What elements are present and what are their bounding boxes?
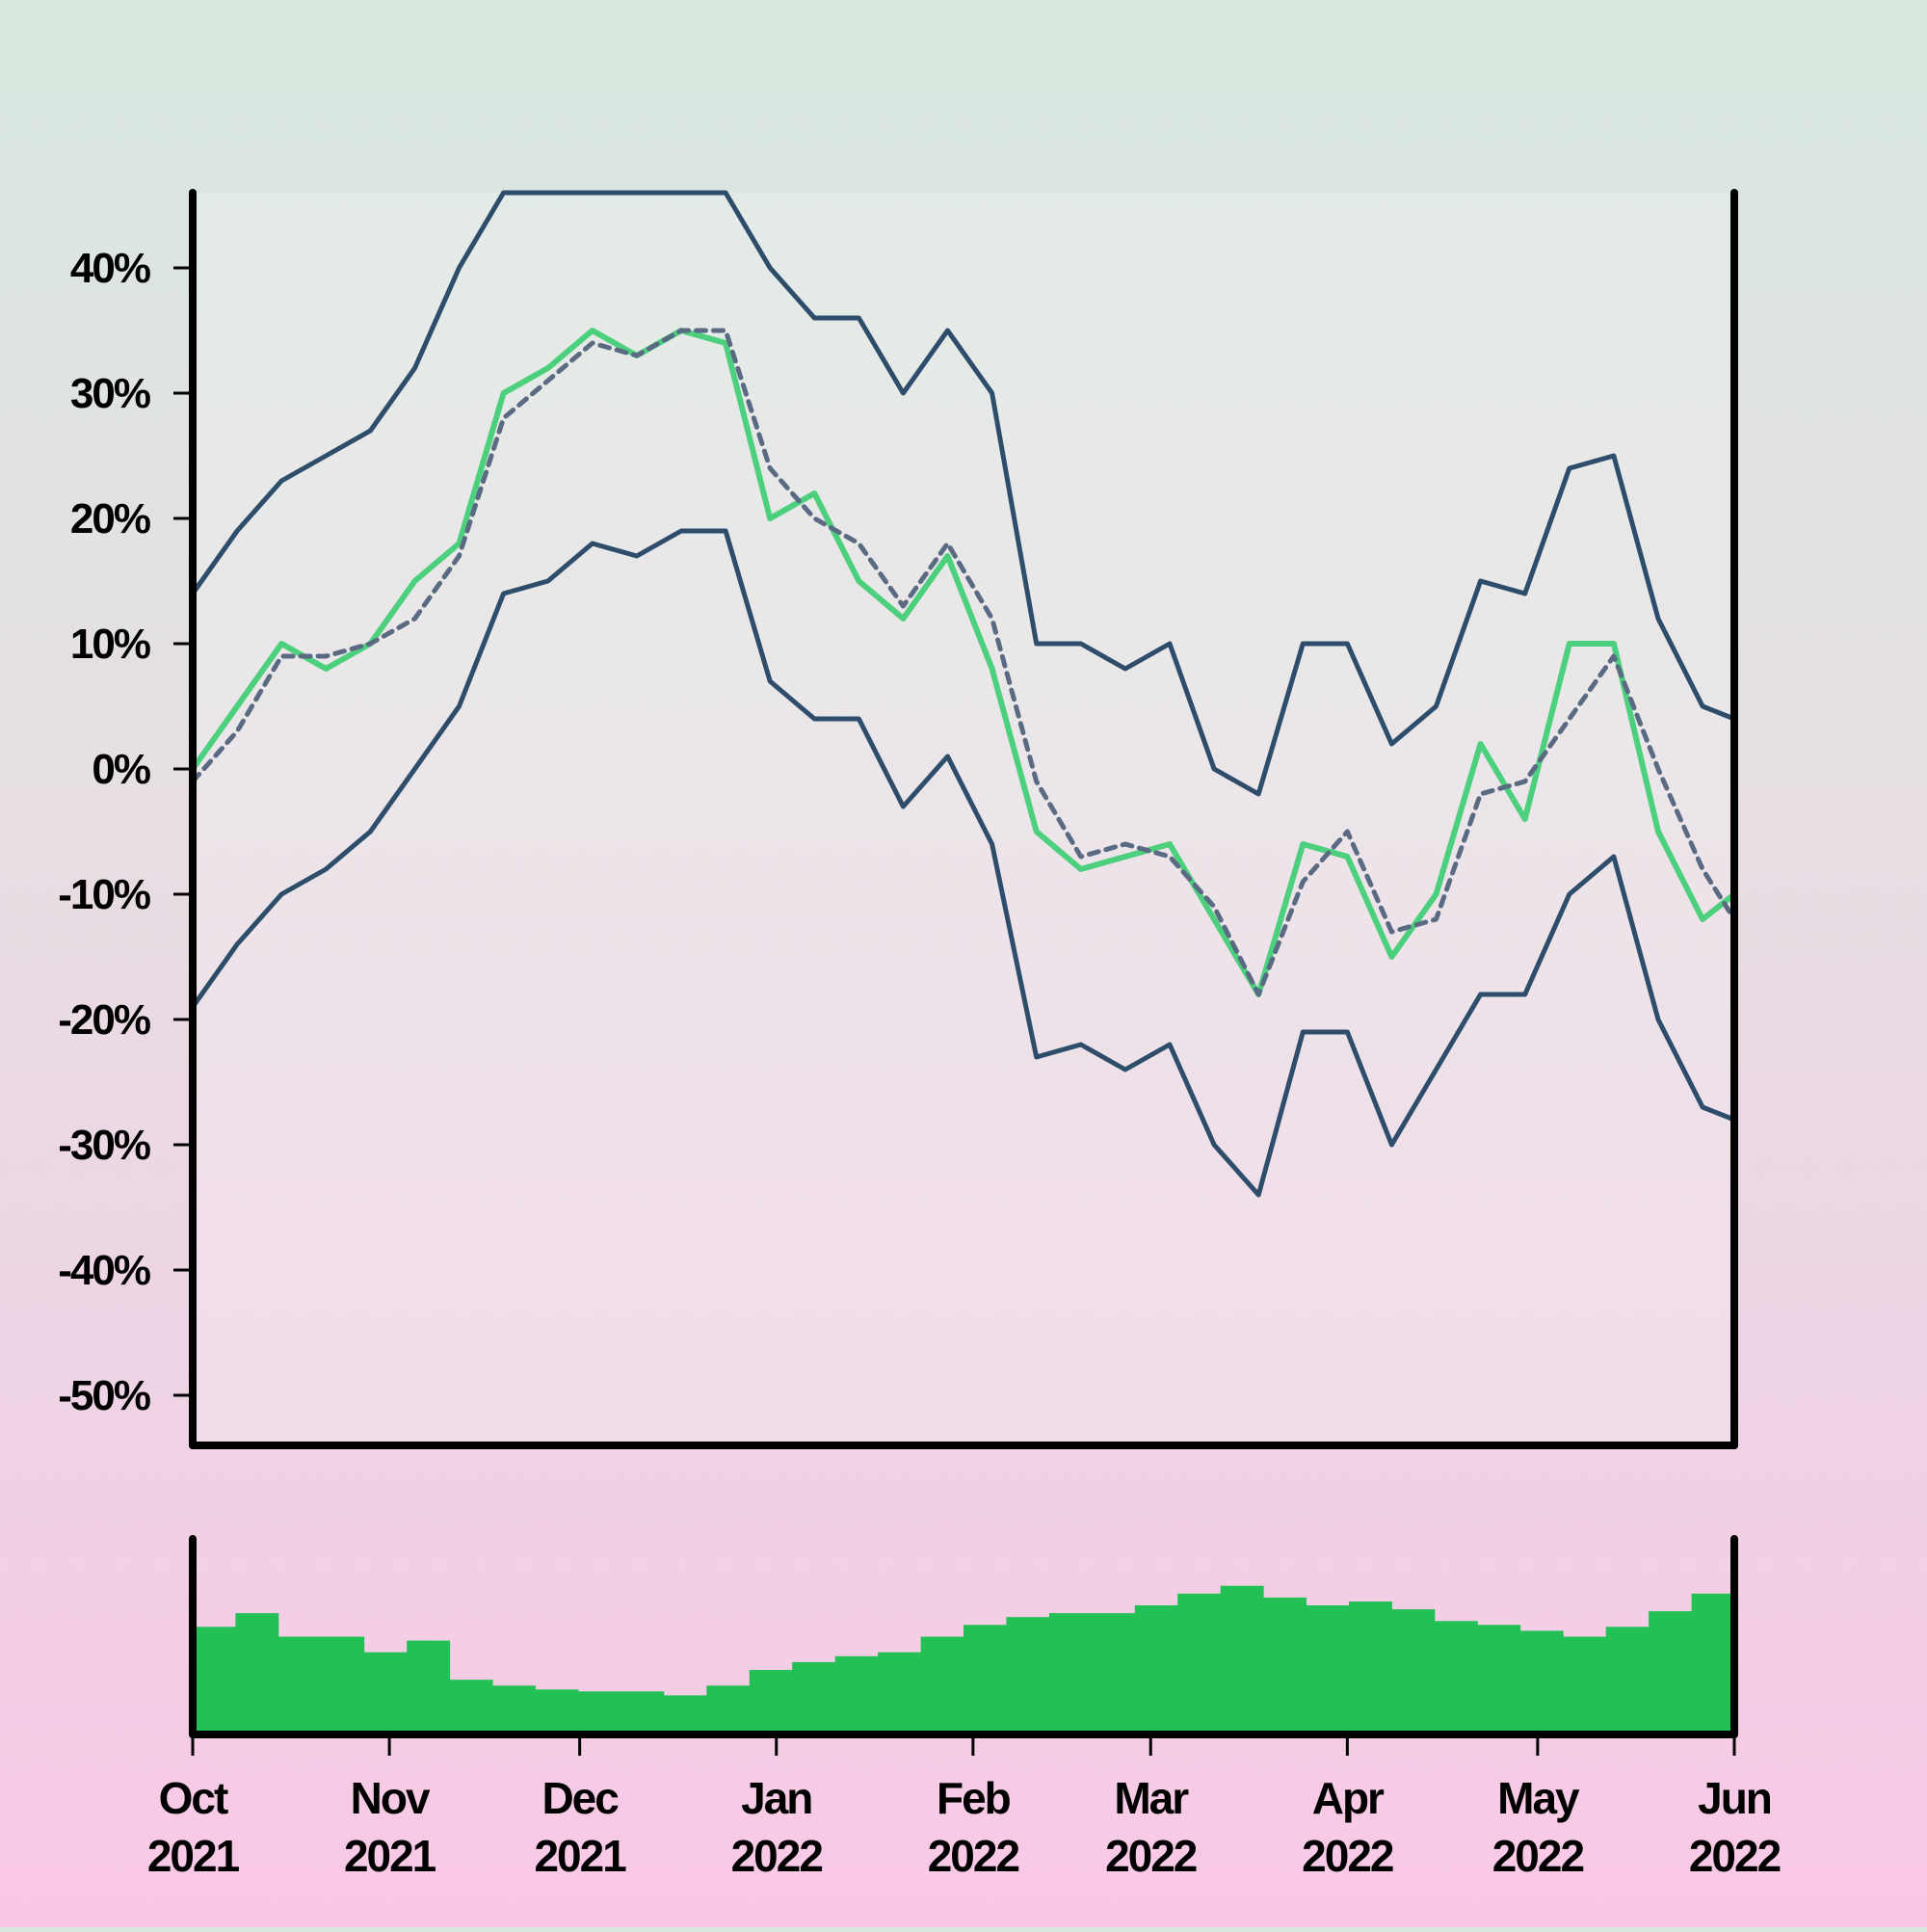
volume-bar: [321, 1636, 365, 1734]
volume-bar: [1134, 1605, 1178, 1734]
lower-band-line: [190, 528, 1737, 1198]
volume-bar: [578, 1691, 621, 1734]
volume-bar: [964, 1625, 1007, 1734]
volume-bar: [1092, 1613, 1136, 1734]
y-tick-label: -20%: [58, 996, 150, 1044]
volume-bar: [193, 1627, 236, 1734]
x-tick-label-year: 2022: [928, 1831, 1019, 1881]
y-tick-label: -10%: [58, 871, 150, 918]
volume-bar: [920, 1636, 964, 1734]
volume-bar: [792, 1661, 836, 1734]
volume-bar: [277, 1636, 322, 1734]
x-tick-label-year: 2022: [1302, 1831, 1393, 1881]
x-tick-label-month: Nov: [351, 1773, 431, 1823]
volume-bar: [1391, 1609, 1436, 1734]
volume-bar: [1349, 1601, 1392, 1734]
x-tick-label-year: 2022: [1689, 1831, 1781, 1881]
y-tick-label: -30%: [58, 1122, 150, 1169]
y-tick-label: -40%: [58, 1247, 150, 1294]
x-tick-label-year: 2022: [1105, 1831, 1197, 1881]
volume-bar: [620, 1691, 665, 1734]
volume-bar: [1563, 1636, 1607, 1734]
x-tick-label-year: 2022: [1492, 1831, 1584, 1881]
x-axis: Oct 2021 Nov 2021 Dec 2021 Jan 2022 Feb 2022 Mar 20…: [147, 1734, 1782, 1881]
volume-bar: [1006, 1617, 1050, 1734]
volume-bar: [1048, 1613, 1093, 1734]
x-tick-label-month: Oct: [159, 1773, 228, 1823]
y-tick-label: 0%: [92, 746, 149, 793]
x-tick-label-month: Dec: [541, 1773, 619, 1823]
y-tick-label: -50%: [58, 1372, 150, 1419]
volume-bar: [834, 1655, 879, 1734]
y-tick-label: 40%: [70, 245, 150, 292]
price-line: [190, 328, 1737, 997]
volume-bar: [706, 1685, 751, 1735]
volume-bar: [1434, 1621, 1478, 1734]
x-tick-label-year: 2022: [731, 1831, 823, 1881]
volume-bar: [1177, 1593, 1222, 1734]
volume-bar: [492, 1685, 536, 1735]
y-tick-label: 30%: [70, 370, 150, 417]
plot-area: [193, 193, 1734, 1445]
volume-panel: [189, 1535, 1738, 1738]
x-tick-label-month: Mar: [1114, 1773, 1189, 1823]
price-panel: -50% -40% -30% -20% -10% 0% 10% 20% 30% 40%: [58, 189, 1738, 1449]
x-tick-label-year: 2021: [344, 1831, 436, 1881]
upper-band-line: [190, 190, 1737, 797]
volume-bar: [749, 1670, 793, 1734]
volume-bar: [878, 1652, 921, 1734]
volume-bar: [1519, 1630, 1564, 1734]
x-tick-label-month: Jun: [1698, 1773, 1771, 1823]
volume-bar: [1605, 1627, 1650, 1734]
volume-bar: [535, 1689, 579, 1734]
x-tick-label-month: May: [1497, 1773, 1580, 1823]
y-tick-label: 20%: [70, 495, 150, 543]
moving-average-line: [190, 328, 1737, 997]
volume-bar: [1691, 1593, 1735, 1734]
volume-bar: [663, 1695, 707, 1734]
x-tick-label-month: Apr: [1312, 1773, 1385, 1823]
volume-bar: [1306, 1605, 1350, 1734]
x-tick-label-month: Feb: [937, 1773, 1011, 1823]
volume-bar: [1649, 1611, 1692, 1734]
volume-bar: [1477, 1625, 1521, 1734]
volume-bar: [363, 1652, 408, 1734]
volume-bar: [235, 1613, 279, 1734]
y-tick-label: 10%: [70, 621, 150, 668]
x-tick-label-month: Jan: [741, 1773, 811, 1823]
volume-bar: [1263, 1597, 1307, 1734]
x-tick-label-year: 2021: [534, 1831, 626, 1881]
volume-bar: [407, 1640, 451, 1734]
volume-bar: [1220, 1585, 1264, 1734]
volume-bar: [449, 1680, 493, 1734]
x-tick-label-year: 2021: [147, 1831, 240, 1881]
